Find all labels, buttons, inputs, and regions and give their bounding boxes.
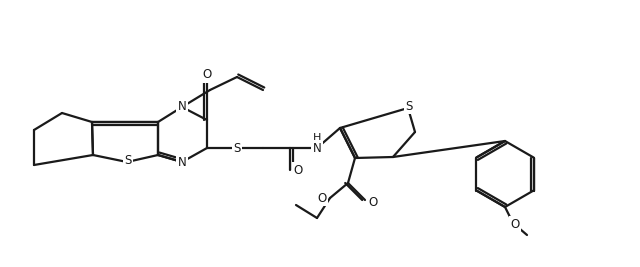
Text: H: H <box>313 133 321 143</box>
Text: O: O <box>293 163 303 176</box>
Text: O: O <box>369 195 378 209</box>
Text: O: O <box>510 218 520 230</box>
Text: O: O <box>317 191 326 205</box>
Text: S: S <box>124 155 132 167</box>
Text: N: N <box>178 100 186 113</box>
Text: O: O <box>202 69 212 81</box>
Text: S: S <box>405 100 413 112</box>
Text: N: N <box>178 155 186 168</box>
Text: N: N <box>312 142 321 155</box>
Text: S: S <box>234 142 241 155</box>
